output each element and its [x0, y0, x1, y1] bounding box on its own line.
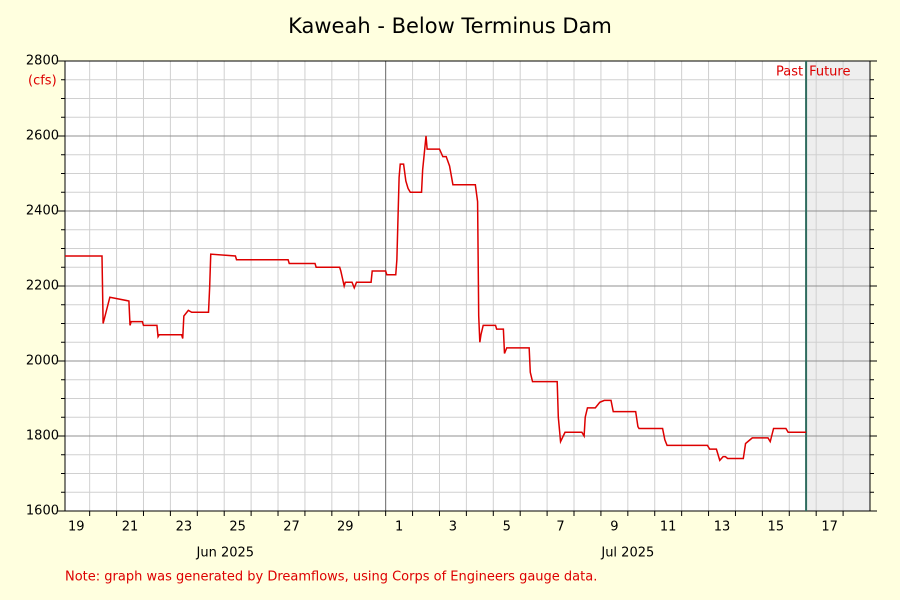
- y-tick-label: 1800: [26, 429, 59, 444]
- y-tick-label: 2400: [26, 204, 59, 219]
- y-tick-label: 1600: [26, 504, 59, 519]
- past-label: Past: [776, 65, 803, 80]
- x-tick-label: 1: [395, 520, 403, 535]
- month-label: Jun 2025: [196, 546, 255, 561]
- x-tick-label: 9: [610, 520, 618, 535]
- x-tick-label: 19: [68, 520, 85, 535]
- y-tick-label: 2200: [26, 279, 59, 294]
- plot-border: [64, 60, 871, 512]
- x-tick-label: 29: [337, 520, 354, 535]
- y-unit: (cfs): [28, 74, 57, 89]
- flow-line: [65, 135, 807, 462]
- chart-title: Kaweah - Below Terminus Dam: [288, 14, 612, 38]
- y-tick-label: 2000: [26, 354, 59, 369]
- y-tick-label: 2800: [26, 54, 59, 69]
- future-label: Future: [809, 65, 850, 80]
- x-tick-label: 27: [283, 520, 300, 535]
- x-tick-label: 25: [229, 520, 246, 535]
- x-tick-label: 21: [122, 520, 139, 535]
- x-tick-label: 15: [768, 520, 785, 535]
- x-tick-label: 23: [176, 520, 193, 535]
- x-tick-label: 3: [449, 520, 457, 535]
- x-tick-label: 7: [556, 520, 564, 535]
- y-tick-label: 2600: [26, 129, 59, 144]
- month-label: Jul 2025: [600, 546, 654, 561]
- x-tick-label: 11: [660, 520, 677, 535]
- note: Note: graph was generated by Dreamflows,…: [65, 570, 597, 585]
- x-tick-label: 13: [714, 520, 731, 535]
- x-tick-label: 5: [503, 520, 511, 535]
- x-tick-label: 17: [821, 520, 838, 535]
